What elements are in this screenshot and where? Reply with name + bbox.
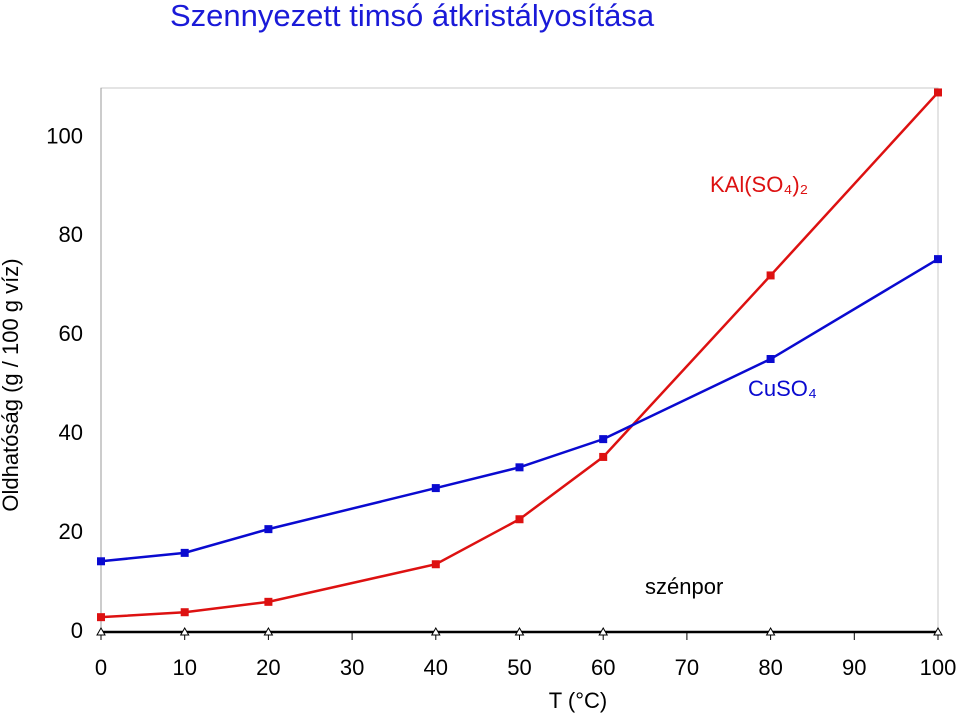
x-tick-label: 30 (340, 655, 364, 680)
data-point (599, 435, 608, 444)
series-label: KAl(SO₄)₂ (710, 172, 808, 197)
series-line (100, 91, 939, 619)
data-point (97, 613, 105, 622)
data-point (263, 626, 274, 636)
series-label: szénpor (645, 574, 723, 599)
x-tick-label: 70 (675, 655, 699, 680)
series-line (100, 258, 939, 563)
x-tick-label: 0 (95, 655, 107, 680)
series-label: CuSO₄ (748, 376, 817, 401)
data-point (180, 608, 189, 617)
x-tick-label: 40 (424, 655, 448, 680)
y-axis-label: Oldhatóság (g / 100 g víz) (0, 258, 23, 511)
data-point (431, 484, 440, 493)
data-point (766, 271, 775, 280)
y-tick-label: 0 (71, 618, 83, 643)
data-point (515, 463, 524, 472)
data-point (264, 597, 273, 606)
y-tick-label: 40 (59, 420, 83, 445)
data-point (96, 626, 106, 636)
data-point (598, 626, 609, 636)
data-point (430, 626, 441, 636)
x-tick-label: 50 (507, 655, 531, 680)
data-point (934, 255, 942, 264)
data-point (933, 626, 943, 636)
data-point (97, 557, 105, 566)
x-tick-label: 60 (591, 655, 615, 680)
data-point (599, 452, 608, 461)
y-tick-label: 100 (46, 123, 83, 148)
data-point (515, 515, 524, 524)
data-point (934, 88, 942, 97)
chart-title: Szennyezett timsó átkristályosítása (170, 0, 655, 33)
x-tick-label: 100 (920, 655, 957, 680)
plot-frame (100, 87, 939, 633)
x-axis-label: T (°C) (549, 688, 608, 713)
x-tick-label: 20 (256, 655, 280, 680)
data-point (179, 626, 190, 636)
y-tick-label: 60 (59, 321, 83, 346)
data-point (431, 560, 440, 569)
y-tick-label: 80 (59, 222, 83, 247)
data-point (766, 355, 775, 364)
data-point (264, 525, 273, 534)
data-point (180, 548, 189, 557)
y-tick-label: 20 (59, 519, 83, 544)
x-tick-label: 90 (842, 655, 866, 680)
x-tick-label: 10 (172, 655, 196, 680)
data-point (765, 626, 776, 636)
x-tick-label: 80 (758, 655, 782, 680)
data-point (514, 626, 525, 636)
